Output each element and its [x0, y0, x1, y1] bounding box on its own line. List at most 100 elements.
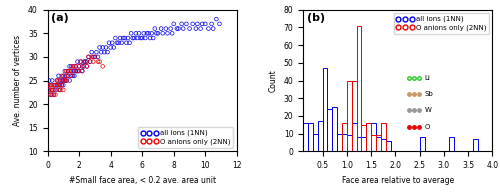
Point — [70, 74, 78, 77]
Point — [70, 65, 78, 68]
Point — [56, 88, 64, 92]
Point — [74, 60, 82, 63]
Text: (b): (b) — [307, 13, 325, 23]
Point — [80, 65, 88, 68]
Point — [56, 79, 64, 82]
Bar — [366, 123, 371, 151]
Point — [45, 79, 53, 82]
Point — [52, 93, 60, 96]
Point — [168, 32, 176, 35]
Bar — [303, 123, 308, 151]
Point — [83, 60, 91, 63]
Point — [162, 27, 170, 30]
Point — [83, 65, 91, 68]
Point — [46, 84, 54, 87]
Bar — [381, 139, 386, 151]
Point — [96, 46, 104, 49]
Point — [76, 60, 84, 63]
Point — [178, 22, 186, 25]
Point — [80, 60, 88, 63]
Point — [198, 22, 206, 25]
X-axis label: #Small face area, < 0.2 ave. area unit: #Small face area, < 0.2 ave. area unit — [68, 176, 216, 185]
Point — [50, 88, 58, 92]
Point — [97, 51, 105, 54]
Point — [105, 41, 113, 44]
Point — [173, 27, 181, 30]
Point — [157, 27, 165, 30]
Bar — [376, 137, 381, 151]
Point — [142, 36, 150, 40]
Point — [45, 84, 53, 87]
Point — [216, 22, 224, 25]
Point — [209, 27, 217, 30]
Point — [75, 69, 83, 73]
Point — [124, 36, 132, 40]
Text: (a): (a) — [52, 13, 69, 23]
Point — [143, 32, 151, 35]
Point — [58, 84, 66, 87]
Point — [94, 55, 102, 58]
Point — [86, 60, 94, 63]
Bar — [449, 137, 454, 151]
Point — [208, 22, 216, 25]
Point — [170, 22, 177, 25]
Point — [44, 88, 52, 92]
Text: O: O — [424, 124, 430, 130]
Bar — [362, 125, 366, 151]
Point — [104, 51, 112, 54]
Point — [138, 36, 146, 40]
Point — [68, 74, 76, 77]
Y-axis label: Ave. number of vertices: Ave. number of vertices — [14, 35, 22, 126]
Point — [53, 84, 61, 87]
Point — [68, 65, 76, 68]
Point — [151, 27, 159, 30]
Text: Li: Li — [424, 75, 430, 81]
Point — [86, 60, 94, 63]
Point — [64, 74, 72, 77]
Bar — [347, 81, 352, 151]
Point — [98, 65, 106, 68]
Point — [58, 79, 66, 82]
Point — [196, 27, 204, 30]
Point — [84, 55, 92, 58]
Point — [192, 27, 200, 30]
Point — [58, 84, 66, 87]
Point — [106, 46, 114, 49]
Point — [202, 22, 209, 25]
Point — [46, 84, 54, 87]
Point — [54, 74, 62, 77]
Point — [72, 69, 80, 73]
Point — [50, 84, 58, 87]
Point — [158, 32, 166, 35]
Point — [112, 36, 120, 40]
Point — [144, 32, 152, 35]
Point — [48, 93, 56, 96]
Point — [60, 88, 68, 92]
Point — [60, 79, 68, 82]
Point — [62, 79, 70, 82]
Bar — [342, 123, 347, 151]
Point — [91, 55, 99, 58]
Text: W: W — [424, 107, 431, 113]
Point — [182, 22, 190, 25]
Point — [76, 60, 84, 63]
Bar — [308, 123, 313, 151]
Point — [100, 51, 108, 54]
Bar — [371, 135, 376, 151]
Bar — [356, 26, 362, 151]
Point — [102, 46, 110, 49]
Point — [52, 84, 60, 87]
Point — [46, 93, 54, 96]
Bar — [376, 135, 381, 151]
Point — [116, 36, 124, 40]
Point — [140, 32, 148, 35]
Point — [68, 69, 76, 73]
Point — [62, 79, 70, 82]
Point — [64, 69, 72, 73]
Point — [45, 88, 53, 92]
Point — [61, 69, 69, 73]
Point — [56, 84, 64, 87]
Point — [67, 74, 75, 77]
Point — [48, 88, 56, 92]
Point — [135, 32, 143, 35]
